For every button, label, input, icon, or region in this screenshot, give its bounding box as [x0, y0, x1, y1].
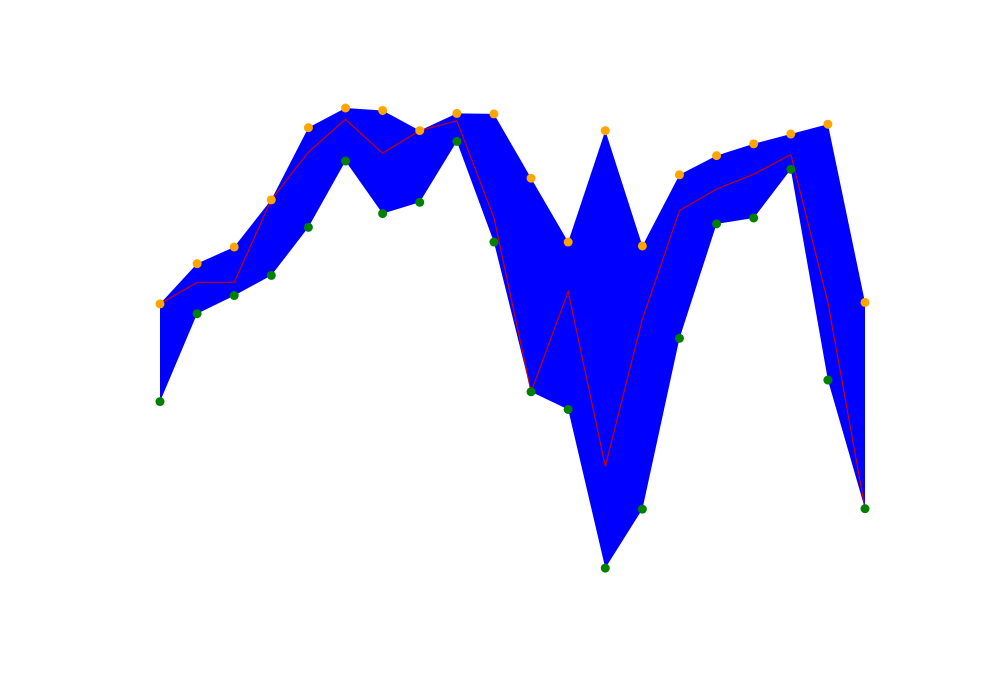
upper-point — [712, 151, 722, 161]
upper-point — [452, 108, 462, 118]
lower-point — [452, 136, 462, 146]
upper-point — [786, 129, 796, 139]
upper-point — [563, 237, 573, 247]
middle-line — [159, 118, 866, 509]
upper-point — [489, 109, 499, 119]
lower-point — [378, 209, 388, 219]
lower-point — [674, 333, 684, 343]
lower-point — [415, 197, 425, 207]
upper-point — [860, 297, 870, 307]
upper-point — [229, 242, 239, 252]
upper-point — [600, 126, 610, 136]
lower-point — [341, 156, 351, 166]
lower-point — [712, 219, 722, 229]
upper-point — [823, 119, 833, 129]
upper-point — [674, 170, 684, 180]
lower-point — [303, 222, 313, 232]
upper-point — [526, 173, 536, 183]
lower-point — [489, 237, 499, 247]
upper-point — [155, 299, 165, 309]
upper-point — [415, 126, 425, 136]
upper-point — [637, 241, 647, 251]
lower-point — [600, 563, 610, 573]
lower-point — [192, 309, 202, 319]
upper-point — [303, 123, 313, 133]
filled-band — [160, 108, 865, 569]
lower-point — [155, 397, 165, 407]
upper-point — [341, 103, 351, 113]
lower-point — [637, 504, 647, 514]
lower-point — [563, 404, 573, 414]
upper-point — [749, 139, 759, 149]
upper-point — [192, 259, 202, 269]
lower-point — [266, 270, 276, 280]
upper-point — [378, 105, 388, 115]
lower-point — [229, 291, 239, 301]
plot-area — [155, 103, 870, 573]
lower-point — [526, 387, 536, 397]
lower-point — [786, 164, 796, 174]
lower-point — [860, 504, 870, 514]
lower-point — [749, 213, 759, 223]
upper-point — [266, 195, 276, 205]
lower-point — [823, 375, 833, 385]
